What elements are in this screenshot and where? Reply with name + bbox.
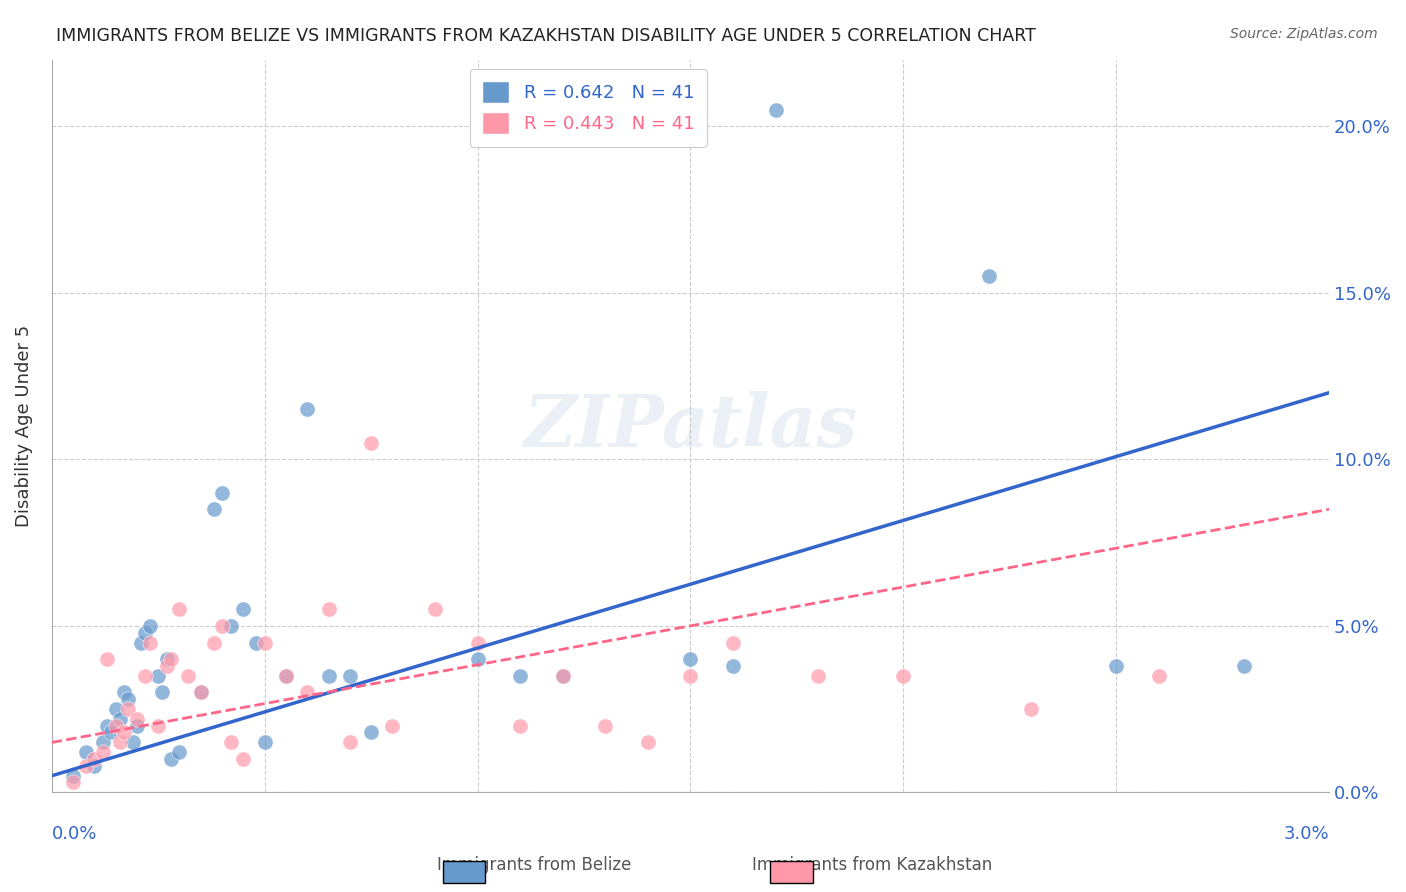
Point — [83, 758, 105, 772]
Point — [75, 746, 97, 760]
Point — [467, 635, 489, 649]
Y-axis label: Disability Age Under 5: Disability Age Under 5 — [15, 325, 32, 527]
Text: Source: ZipAtlas.com: Source: ZipAtlas.com — [1230, 27, 1378, 41]
Point — [423, 602, 446, 616]
Point — [721, 635, 744, 649]
Text: IMMIGRANTS FROM BELIZE VS IMMIGRANTS FROM KAZAKHSTAN DISABILITY AGE UNDER 5 CORR: IMMIGRANTS FROM BELIZE VS IMMIGRANTS FRO… — [56, 27, 1036, 45]
Point — [253, 735, 276, 749]
Point — [253, 635, 276, 649]
Point — [148, 719, 170, 733]
Point — [637, 735, 659, 749]
Point — [91, 735, 114, 749]
Point — [202, 502, 225, 516]
Point — [202, 635, 225, 649]
Point — [297, 402, 319, 417]
Text: 3.0%: 3.0% — [1284, 825, 1329, 844]
Point — [219, 619, 242, 633]
Point — [177, 669, 200, 683]
Point — [112, 685, 135, 699]
Point — [509, 669, 531, 683]
Text: ZIPatlas: ZIPatlas — [523, 391, 858, 461]
Text: 0.0%: 0.0% — [52, 825, 97, 844]
Point — [765, 103, 787, 117]
Point — [160, 752, 183, 766]
Point — [891, 669, 914, 683]
Point — [121, 735, 143, 749]
Text: Immigrants from Kazakhstan: Immigrants from Kazakhstan — [752, 856, 991, 874]
Point — [169, 602, 191, 616]
Point — [232, 752, 254, 766]
Point — [339, 735, 361, 749]
Point — [339, 669, 361, 683]
Point — [807, 669, 830, 683]
Point — [152, 685, 174, 699]
Point — [509, 719, 531, 733]
Point — [190, 685, 212, 699]
Point — [134, 669, 156, 683]
Point — [104, 702, 127, 716]
Point — [96, 652, 118, 666]
Point — [211, 619, 233, 633]
Point — [96, 719, 118, 733]
Point — [100, 725, 122, 739]
Point — [138, 635, 160, 649]
Point — [551, 669, 574, 683]
Point — [551, 669, 574, 683]
Point — [91, 746, 114, 760]
Point — [721, 658, 744, 673]
Legend: R = 0.642   N = 41, R = 0.443   N = 41: R = 0.642 N = 41, R = 0.443 N = 41 — [470, 69, 707, 147]
Point — [156, 652, 179, 666]
Point — [318, 602, 340, 616]
Point — [467, 652, 489, 666]
Point — [1019, 702, 1042, 716]
Point — [62, 769, 84, 783]
Point — [148, 669, 170, 683]
Point — [977, 269, 1000, 284]
Point — [75, 758, 97, 772]
Point — [83, 752, 105, 766]
Point — [129, 635, 152, 649]
Point — [138, 619, 160, 633]
Point — [160, 652, 183, 666]
Point — [156, 658, 179, 673]
Point — [1233, 658, 1256, 673]
Point — [679, 669, 702, 683]
Point — [595, 719, 617, 733]
Point — [381, 719, 404, 733]
Point — [297, 685, 319, 699]
Point — [245, 635, 267, 649]
Point — [360, 725, 382, 739]
Point — [108, 735, 131, 749]
Point — [274, 669, 297, 683]
Point — [1147, 669, 1170, 683]
Point — [117, 702, 139, 716]
Point — [190, 685, 212, 699]
Point — [134, 625, 156, 640]
Point — [1105, 658, 1128, 673]
Point — [112, 725, 135, 739]
Point — [169, 746, 191, 760]
Point — [125, 719, 148, 733]
Point — [108, 712, 131, 726]
Point — [211, 485, 233, 500]
Point — [104, 719, 127, 733]
Point — [125, 712, 148, 726]
Point — [117, 692, 139, 706]
Point — [219, 735, 242, 749]
Point — [679, 652, 702, 666]
Point — [232, 602, 254, 616]
Point — [274, 669, 297, 683]
Point — [318, 669, 340, 683]
Point — [360, 435, 382, 450]
Point — [62, 775, 84, 789]
Text: Immigrants from Belize: Immigrants from Belize — [437, 856, 631, 874]
